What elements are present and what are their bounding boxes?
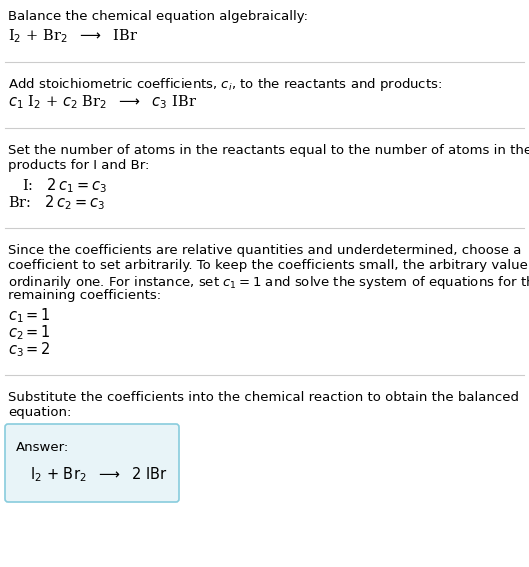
Text: Since the coefficients are relative quantities and underdetermined, choose a: Since the coefficients are relative quan… (8, 244, 522, 257)
Text: remaining coefficients:: remaining coefficients: (8, 289, 161, 302)
Text: equation:: equation: (8, 406, 71, 419)
Text: $c_1 = 1$: $c_1 = 1$ (8, 306, 51, 325)
Text: Set the number of atoms in the reactants equal to the number of atoms in the: Set the number of atoms in the reactants… (8, 144, 529, 157)
Text: Balance the chemical equation algebraically:: Balance the chemical equation algebraica… (8, 10, 308, 23)
Text: $c_2 = 1$: $c_2 = 1$ (8, 323, 51, 342)
Text: Add stoichiometric coefficients, $c_i$, to the reactants and products:: Add stoichiometric coefficients, $c_i$, … (8, 76, 442, 93)
Text: Br:   $2\,c_2 = c_3$: Br: $2\,c_2 = c_3$ (8, 193, 105, 211)
Text: ordinarily one. For instance, set $c_1 = 1$ and solve the system of equations fo: ordinarily one. For instance, set $c_1 =… (8, 274, 529, 291)
Text: products for I and Br:: products for I and Br: (8, 159, 149, 172)
Text: I$_2$ + Br$_2$  $\longrightarrow$  2 IBr: I$_2$ + Br$_2$ $\longrightarrow$ 2 IBr (30, 465, 168, 484)
Text: I:   $2\,c_1 = c_3$: I: $2\,c_1 = c_3$ (22, 176, 107, 194)
FancyBboxPatch shape (5, 424, 179, 502)
Text: I$_2$ + Br$_2$  $\longrightarrow$  IBr: I$_2$ + Br$_2$ $\longrightarrow$ IBr (8, 27, 138, 45)
Text: coefficient to set arbitrarily. To keep the coefficients small, the arbitrary va: coefficient to set arbitrarily. To keep … (8, 259, 529, 272)
Text: Substitute the coefficients into the chemical reaction to obtain the balanced: Substitute the coefficients into the che… (8, 391, 519, 404)
Text: $c_3 = 2$: $c_3 = 2$ (8, 340, 51, 359)
Text: Answer:: Answer: (16, 441, 69, 454)
Text: $c_1$ I$_2$ + $c_2$ Br$_2$  $\longrightarrow$  $c_3$ IBr: $c_1$ I$_2$ + $c_2$ Br$_2$ $\longrightar… (8, 93, 197, 111)
